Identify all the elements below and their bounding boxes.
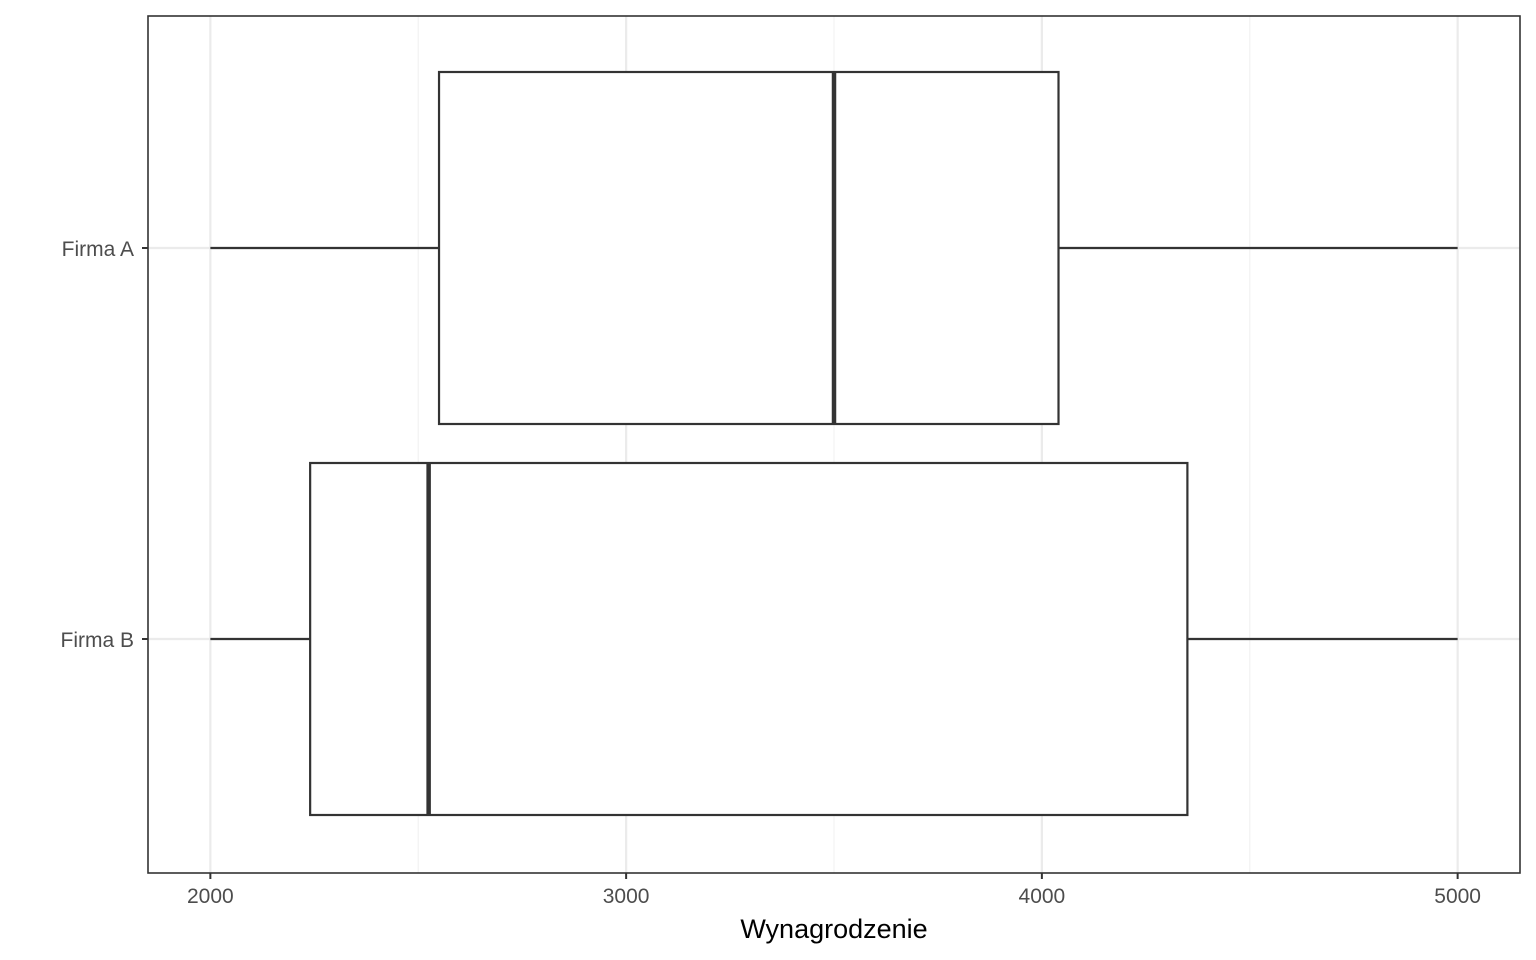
x-axis-ticks: 2000 3000 4000 5000: [187, 873, 1481, 908]
box-iqr: [309, 461, 1189, 817]
box-firma-a: [210, 70, 1458, 426]
y-tick-label: Firma B: [61, 629, 135, 652]
y-tick-label: Firma A: [62, 238, 134, 261]
x-tick-label: 4000: [1019, 885, 1066, 908]
x-tick-label: 2000: [187, 885, 234, 908]
y-axis-ticks: Firma A Firma B: [61, 238, 148, 652]
box-iqr: [437, 70, 1060, 426]
x-tick-label: 3000: [603, 885, 650, 908]
panel-border: [147, 15, 1521, 874]
box-firma-b: [210, 461, 1458, 817]
x-tick-label: 5000: [1434, 885, 1481, 908]
x-axis-title: Wynagrodzenie: [740, 914, 927, 944]
boxes-layer: [210, 70, 1458, 817]
